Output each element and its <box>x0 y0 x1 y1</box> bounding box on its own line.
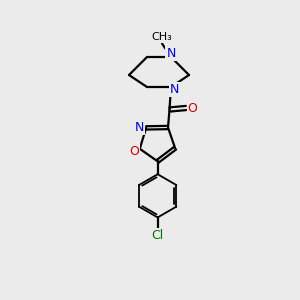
Text: O: O <box>129 145 139 158</box>
Text: N: N <box>170 83 180 96</box>
Text: O: O <box>188 101 197 115</box>
Text: Cl: Cl <box>152 229 164 242</box>
Text: N: N <box>135 122 144 134</box>
Text: CH₃: CH₃ <box>152 32 172 42</box>
Text: N: N <box>166 46 176 60</box>
